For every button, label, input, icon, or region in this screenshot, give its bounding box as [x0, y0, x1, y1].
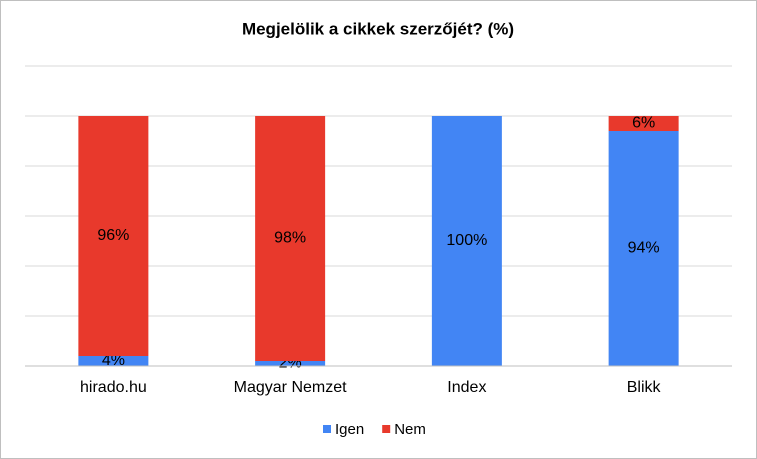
bar-segment: [608, 131, 679, 366]
bar-segment: [431, 116, 502, 366]
x-tick-label: Index: [447, 379, 486, 396]
data-label: 94%: [628, 240, 660, 257]
bar-segment: [255, 361, 326, 366]
legend-label: Nem: [394, 421, 426, 438]
data-label: 6%: [632, 115, 655, 132]
data-label: 100%: [446, 232, 487, 249]
bar-segment: [608, 116, 679, 131]
data-label: 98%: [274, 230, 306, 247]
x-tick-label: Magyar Nemzet: [234, 379, 347, 396]
legend-swatch: [323, 425, 331, 433]
legend-swatch: [382, 425, 391, 433]
bar-segment: [78, 356, 149, 366]
data-label: 96%: [97, 227, 129, 244]
x-tick-label: hirado.hu: [80, 379, 147, 396]
chart-title: Megjelölik a cikkek szerzőjét? (%): [242, 19, 514, 38]
legend-label: Igen: [335, 421, 364, 438]
bar-segment: [78, 116, 149, 356]
x-tick-label: Blikk: [627, 379, 662, 396]
bar-segment: [255, 116, 326, 361]
data-label: 4%: [102, 352, 125, 369]
